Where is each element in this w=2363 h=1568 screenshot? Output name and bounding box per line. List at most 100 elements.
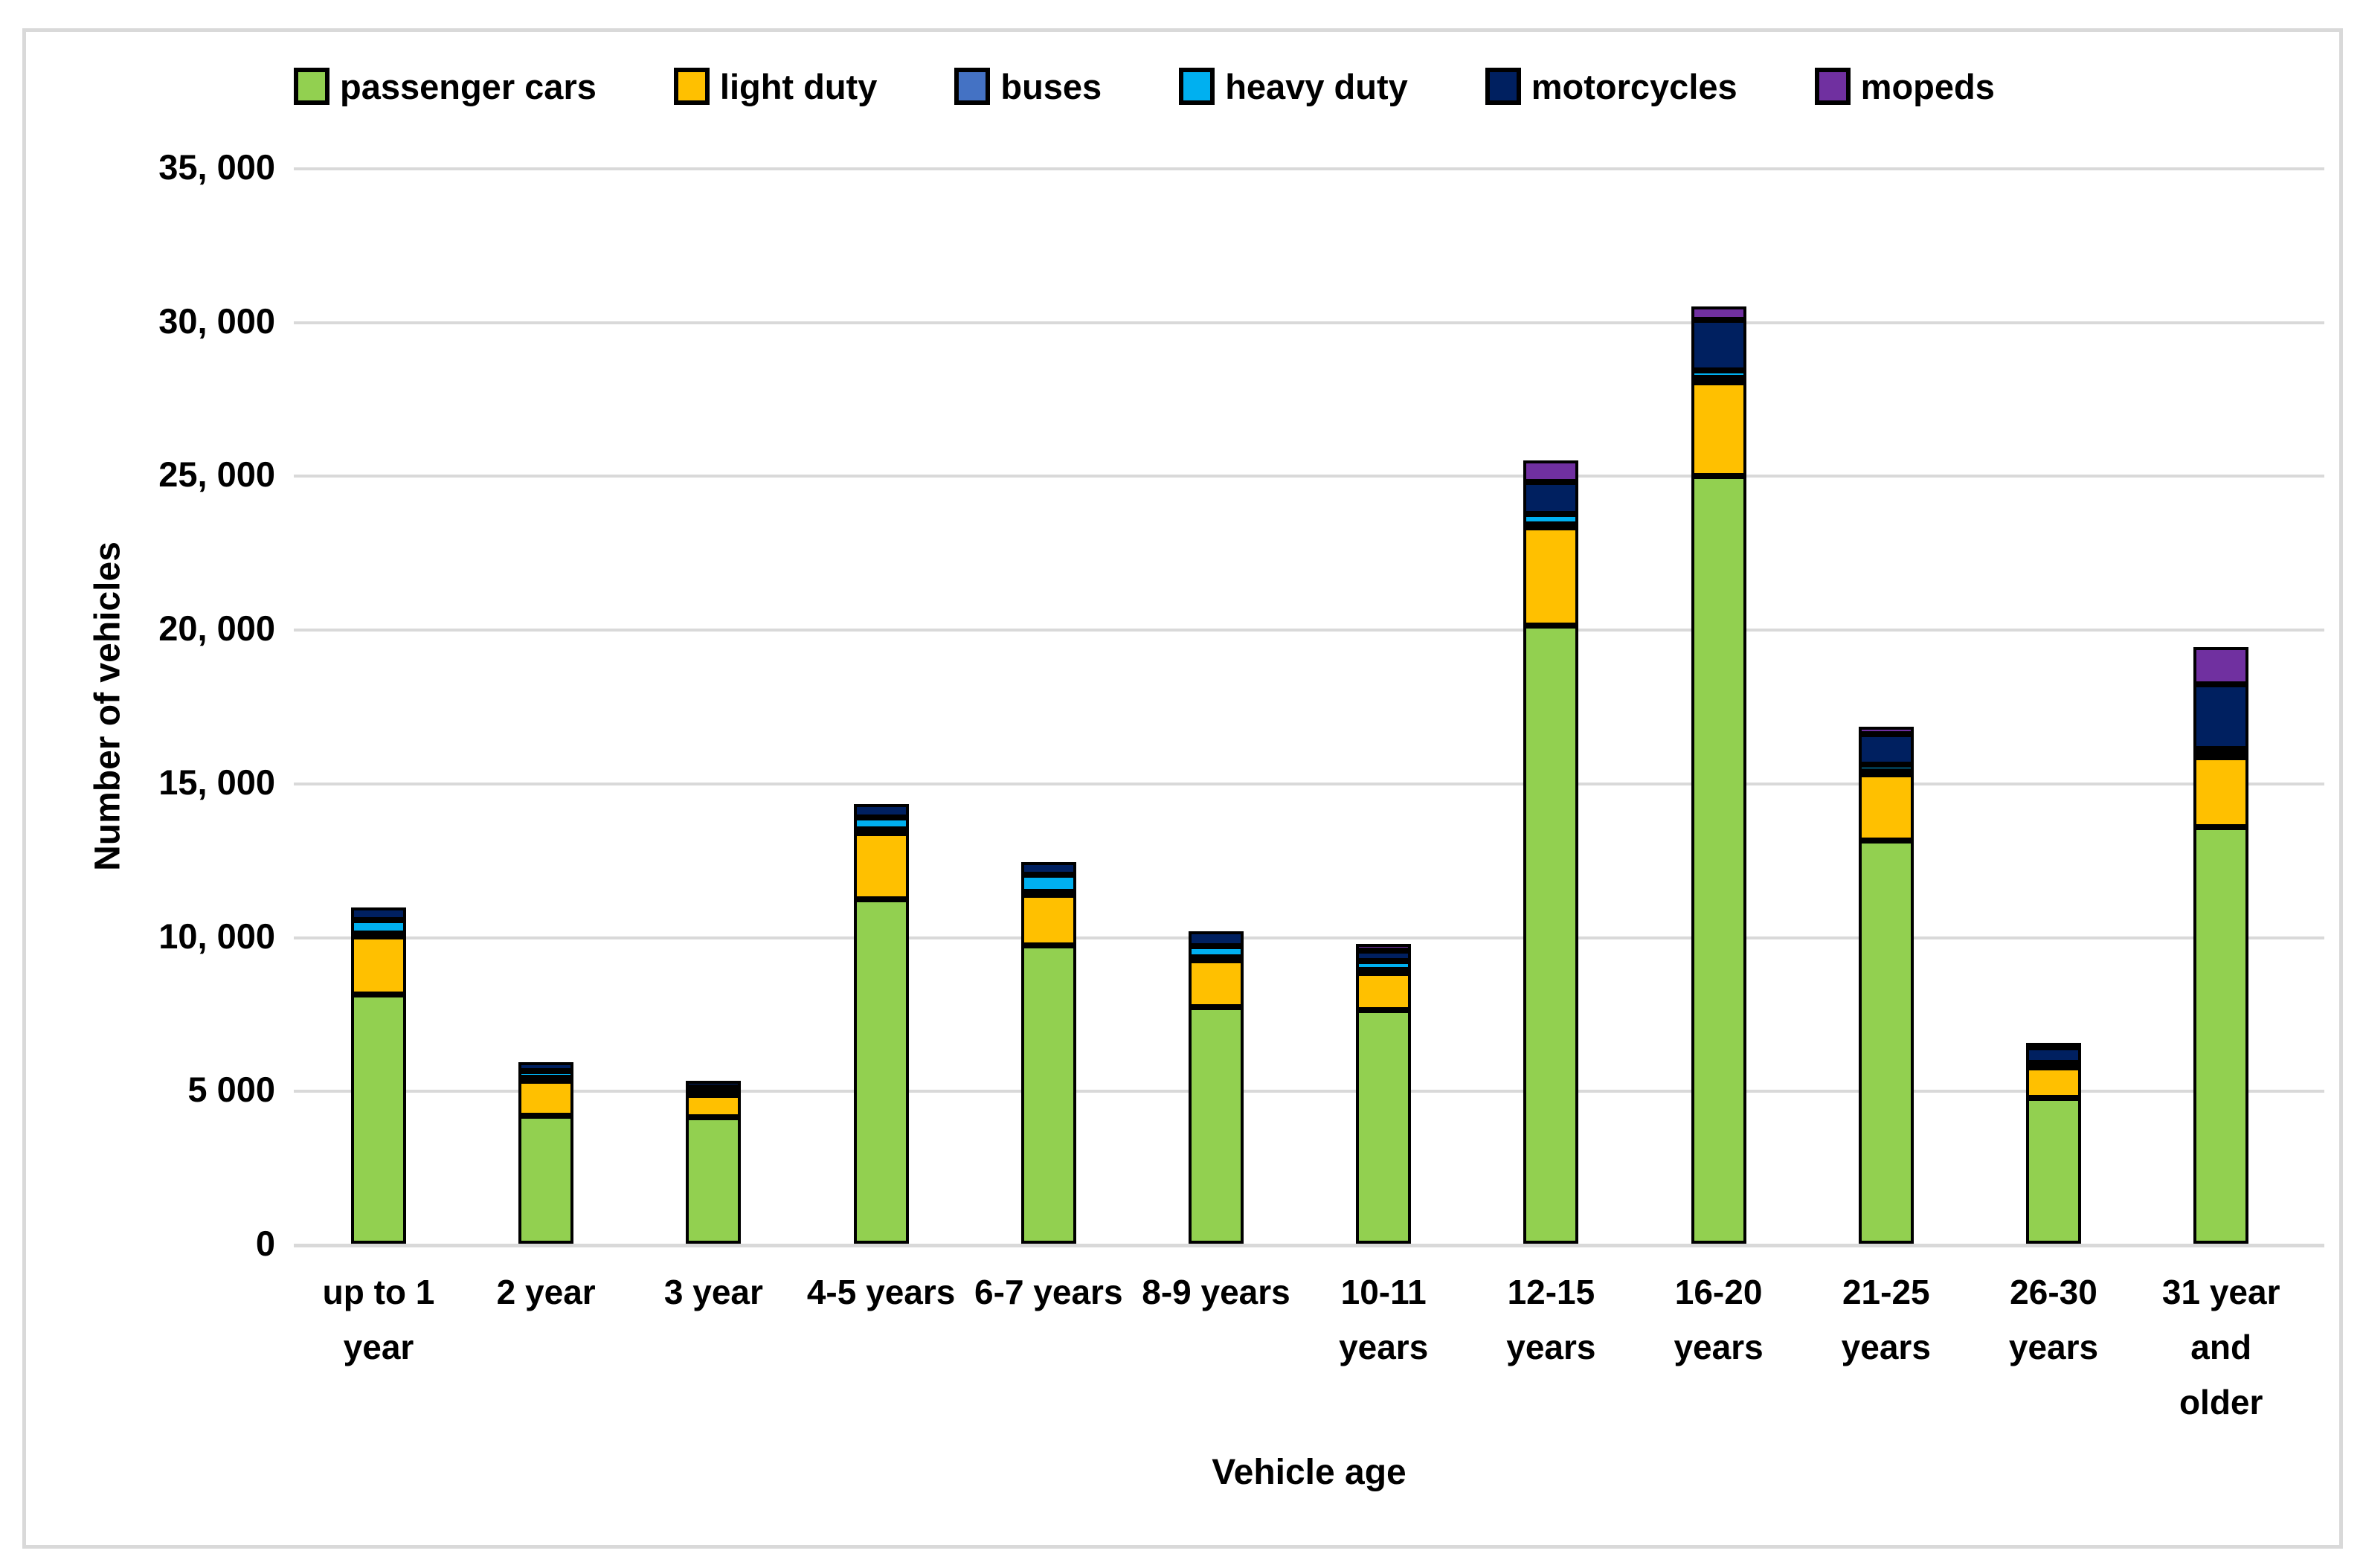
legend-swatch-icon	[1179, 68, 1215, 105]
x-category-label: 12-15 years	[1506, 1273, 1596, 1366]
y-tick-label: 15, 000	[158, 762, 275, 802]
legend-label: mopeds	[1860, 66, 1995, 106]
bar-segment-passenger-cars-4	[853, 899, 909, 1244]
bar-segment-passenger-cars-10	[1858, 841, 1914, 1244]
x-category-label: 31 year and older	[2161, 1273, 2280, 1421]
bar-segment-passenger-cars-12	[2193, 826, 2249, 1244]
bar-segment-passenger-cars-9	[1691, 476, 1746, 1244]
bar-segment-light-duty-4	[853, 833, 909, 899]
bar-segment-motorcycles-4	[853, 803, 909, 817]
bar-segment-light-duty-7	[1356, 971, 1412, 1010]
legend-swatch-icon	[1814, 68, 1851, 105]
bar-segment-motorcycles-5	[1020, 861, 1076, 875]
bar-segment-passenger-cars-6	[1189, 1006, 1244, 1244]
bar-segment-buses-9	[1691, 377, 1746, 384]
gridline-35000	[294, 167, 2324, 170]
bar-segment-light-duty-10	[1858, 773, 1914, 841]
gridline-20000	[294, 629, 2324, 632]
bar-segment-light-duty-1	[351, 936, 406, 995]
legend: passenger cars light duty buses heavy duty m…	[294, 64, 1995, 109]
bar-segment-motorcycles-6	[1189, 931, 1244, 947]
y-tick-label: 10, 000	[158, 916, 275, 956]
x-category-label: 8-9 years	[1142, 1273, 1290, 1311]
bar-segment-mopeds-7	[1356, 944, 1412, 951]
x-category-label: 26-30 years	[2008, 1273, 2099, 1366]
bar-segment-passenger-cars-5	[1020, 945, 1076, 1244]
legend-item-light-duty: light duty	[673, 66, 878, 107]
bar-segment-mopeds-10	[1858, 727, 1914, 735]
bar-segment-light-duty-9	[1691, 382, 1746, 477]
bar-segment-light-duty-2	[518, 1079, 574, 1116]
x-category-label: 21-25 years	[1841, 1273, 1931, 1366]
bar-segment-mopeds-9	[1691, 306, 1746, 320]
legend-swatch-icon	[954, 68, 991, 105]
bar-segment-heavy-duty-8	[1523, 514, 1579, 524]
x-category-label: 6-7 years	[974, 1273, 1123, 1311]
bar-segment-light-duty-12	[2193, 756, 2249, 827]
bar-segment-light-duty-8	[1523, 527, 1579, 626]
bar-segment-passenger-cars-2	[518, 1116, 574, 1244]
bar-segment-buses-5	[1020, 892, 1076, 899]
bar-segment-heavy-duty-1	[351, 919, 406, 934]
bar-segment-buses-2	[518, 1077, 574, 1084]
chart-frame	[22, 28, 2343, 1549]
legend-swatch-icon	[294, 68, 329, 105]
bar-segment-heavy-duty-9	[1691, 370, 1746, 378]
bar-segment-heavy-duty-3	[686, 1087, 742, 1094]
gridline-0	[294, 1244, 2324, 1247]
legend-label: passenger cars	[340, 66, 597, 106]
bar-segment-heavy-duty-5	[1020, 874, 1076, 893]
bar-segment-motorcycles-9	[1691, 319, 1746, 370]
bar-segment-motorcycles-11	[2026, 1047, 2081, 1064]
bar-segment-heavy-duty-7	[1356, 961, 1412, 970]
bar-segment-heavy-duty-11	[2026, 1063, 2081, 1070]
bar-segment-motorcycles-8	[1523, 481, 1579, 515]
bar-segment-heavy-duty-2	[518, 1071, 574, 1078]
legend-item-mopeds: mopeds	[1814, 66, 1995, 107]
x-category-label: 10-11 years	[1339, 1273, 1429, 1366]
bar-segment-mopeds-11	[2026, 1042, 2081, 1049]
legend-label: motorcycles	[1531, 66, 1737, 106]
gridline-15000	[294, 782, 2324, 785]
bar-segment-buses-12	[2193, 754, 2249, 760]
legend-swatch-icon	[1485, 68, 1521, 105]
bar-segment-buses-4	[853, 829, 909, 836]
bar-segment-passenger-cars-1	[351, 995, 406, 1244]
x-axis-title: Vehicle age	[1212, 1453, 1406, 1492]
bar-segment-heavy-duty-6	[1189, 946, 1244, 958]
y-tick-label: 35, 000	[158, 147, 275, 187]
gridline-25000	[294, 475, 2324, 478]
gridline-30000	[294, 321, 2324, 324]
y-tick-label: 5 000	[187, 1070, 275, 1110]
bar-segment-passenger-cars-11	[2026, 1097, 2081, 1244]
bar-segment-buses-10	[1858, 771, 1914, 777]
x-category-label: up to 1 year	[322, 1273, 435, 1366]
y-tick-label: 25, 000	[158, 454, 275, 495]
legend-item-passenger-cars: passenger cars	[294, 66, 597, 107]
bar-segment-motorcycles-12	[2193, 684, 2249, 750]
gridline-5000	[294, 1090, 2324, 1093]
bar-segment-heavy-duty-10	[1858, 764, 1914, 771]
legend-swatch-icon	[673, 68, 710, 105]
bar-segment-motorcycles-3	[686, 1080, 742, 1088]
bar-segment-passenger-cars-7	[1356, 1009, 1412, 1244]
bar-segment-passenger-cars-8	[1523, 626, 1579, 1244]
bar-segment-motorcycles-2	[518, 1062, 574, 1072]
bar-segment-motorcycles-1	[351, 907, 406, 920]
y-axis-title: Number of vehicles	[88, 542, 128, 871]
bar-segment-heavy-duty-12	[2193, 749, 2249, 756]
x-category-label: 16-20 years	[1674, 1273, 1764, 1366]
legend-item-motorcycles: motorcycles	[1485, 66, 1737, 107]
bar-segment-motorcycles-10	[1858, 734, 1914, 765]
bar-segment-mopeds-8	[1523, 460, 1579, 482]
bar-segment-mopeds-12	[2193, 647, 2249, 684]
x-category-label: 3 year	[663, 1273, 763, 1311]
legend-label: light duty	[719, 66, 878, 106]
bar-segment-buses-8	[1523, 524, 1579, 530]
gridline-10000	[294, 936, 2324, 939]
plot-area	[294, 167, 2324, 1247]
y-tick-label: 30, 000	[158, 301, 275, 341]
legend-item-heavy-duty: heavy duty	[1179, 66, 1408, 107]
legend-label: buses	[1000, 66, 1102, 106]
